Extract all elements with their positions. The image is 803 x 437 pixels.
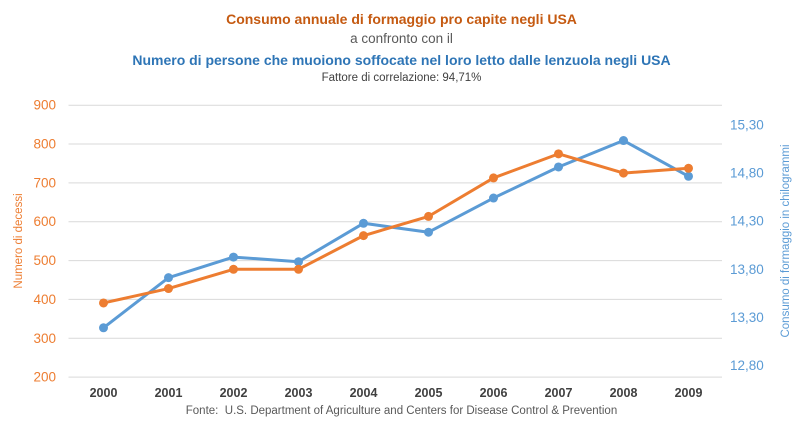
x-axis-tick-label: 2008 (610, 386, 638, 400)
data-point-marker-deaths (684, 171, 693, 181)
x-axis-tick-label: 2005 (415, 386, 443, 400)
series-line-cheese (102, 152, 690, 305)
left-axis-tick-label: 700 (33, 175, 56, 190)
left-axis-tick-label: 800 (33, 137, 56, 152)
data-point-marker-cheese (489, 173, 498, 183)
data-point-marker-cheese (359, 231, 368, 241)
chart-title-primary: Consumo annuale di formaggio pro capite … (226, 11, 577, 27)
data-point-marker-deaths (99, 323, 108, 333)
x-axis-tick-label: 2007 (545, 386, 573, 400)
data-point-marker-deaths (619, 136, 628, 146)
right-axis-title: Consumo di formaggio in chilogrammi (780, 144, 792, 337)
left-axis-tick-label: 300 (33, 331, 56, 346)
right-axis-tick-label: 14,80 (730, 166, 764, 181)
data-point-marker-deaths (294, 257, 303, 267)
series-line-deaths (102, 139, 690, 330)
data-point-marker-cheese (229, 264, 238, 274)
left-axis-tick-label: 200 (33, 370, 56, 385)
right-axis-tick-label: 13,30 (730, 310, 764, 325)
data-point-marker-cheese (554, 149, 563, 159)
right-axis-tick-label: 14,30 (730, 214, 764, 229)
data-point-marker-cheese (684, 163, 693, 173)
left-axis-tick-label: 900 (33, 98, 56, 113)
data-point-marker-cheese (619, 168, 628, 178)
data-point-marker-cheese (164, 284, 173, 294)
left-axis-tick-label: 600 (33, 214, 56, 229)
data-point-marker-deaths (164, 273, 173, 283)
x-axis-tick-label: 2004 (350, 386, 378, 400)
data-point-marker-deaths (359, 218, 368, 228)
data-point-marker-deaths (489, 193, 498, 203)
x-axis-tick-label: 2009 (675, 386, 703, 400)
data-point-marker-cheese (424, 211, 433, 221)
x-axis-tick-label: 2000 (90, 386, 118, 400)
source-note: Fonte: U.S. Department of Agriculture an… (185, 405, 618, 417)
x-axis-tick-label: 2001 (155, 386, 183, 400)
left-axis-tick-label: 400 (33, 292, 56, 307)
correlation-note: Fattore di correlazione: 94,71% (321, 72, 482, 84)
chart-title-connector: a confronto con il (350, 31, 453, 46)
data-point-marker-deaths (554, 162, 563, 172)
x-axis-tick-label: 2006 (480, 386, 508, 400)
data-point-marker-deaths (229, 252, 238, 262)
left-axis-title: Numero di decessi (13, 193, 25, 288)
x-axis-tick-label: 2002 (220, 386, 248, 400)
x-axis-tick-label: 2003 (285, 386, 313, 400)
data-point-marker-cheese (99, 298, 108, 308)
data-point-marker-cheese (294, 264, 303, 274)
left-axis-tick-label: 500 (33, 253, 56, 268)
data-point-marker-deaths (424, 227, 433, 237)
right-axis-tick-label: 15,30 (730, 118, 764, 133)
right-axis-tick-label: 12,80 (730, 358, 764, 373)
right-axis-tick-label: 13,80 (730, 262, 764, 277)
chart-title-secondary: Numero di persone che muoiono soffocate … (132, 52, 671, 68)
